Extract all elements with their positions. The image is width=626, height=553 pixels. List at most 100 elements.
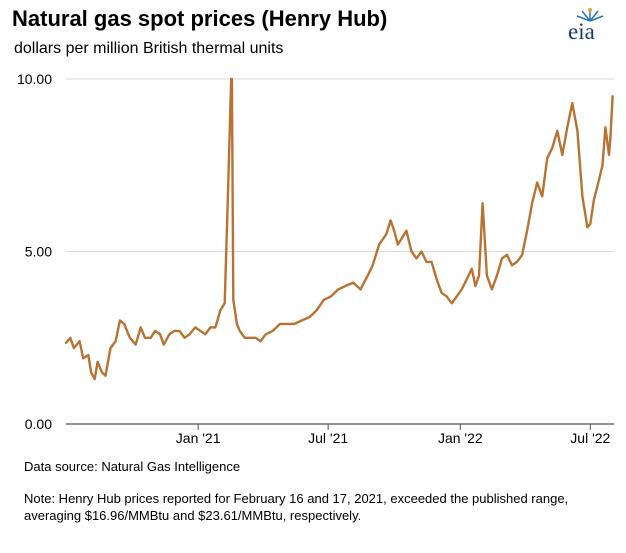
data-point <box>87 354 89 356</box>
data-point <box>109 347 112 349</box>
series-line <box>64 77 614 381</box>
eia-logo-text: eia <box>568 19 595 44</box>
data-point <box>405 230 407 232</box>
x-tick-label: Jan '21 <box>176 430 221 446</box>
data-point <box>420 250 423 253</box>
data-point <box>551 147 553 149</box>
data-point <box>456 295 458 297</box>
data-point <box>608 154 610 156</box>
y-tick-label: 10.00 <box>17 71 52 87</box>
data-point <box>79 340 81 342</box>
data-point <box>609 137 612 139</box>
data-point <box>255 337 257 339</box>
data-point <box>601 164 604 166</box>
data-point <box>219 309 221 311</box>
data-point <box>536 181 538 184</box>
data-point <box>250 337 252 339</box>
data-point <box>344 285 346 287</box>
data-point <box>436 278 438 280</box>
data-point <box>397 244 399 246</box>
data-point <box>69 337 71 339</box>
data-point <box>183 337 186 339</box>
data-point <box>586 226 589 228</box>
data-point <box>393 230 395 232</box>
data-point <box>390 219 392 221</box>
data-point <box>265 333 267 335</box>
data-point <box>506 254 508 256</box>
data-point <box>204 333 206 335</box>
data-point <box>260 340 262 342</box>
data-point <box>385 233 387 235</box>
data-point <box>159 333 161 335</box>
data-point <box>466 278 468 280</box>
data-point <box>431 261 433 263</box>
data-point <box>561 154 563 156</box>
data-point <box>461 288 463 290</box>
data-source: Data source: Natural Gas Intelligence <box>24 459 241 474</box>
data-point <box>571 102 573 104</box>
data-point <box>231 78 233 80</box>
x-axis: Jan '21 Jul '21 Jan '22 Jul '22 <box>66 423 614 446</box>
data-point <box>593 199 595 201</box>
chart-subtitle: dollars per million British thermal unit… <box>14 40 284 57</box>
data-point <box>101 371 103 373</box>
data-point <box>501 257 503 259</box>
data-point <box>323 299 325 301</box>
data-point <box>359 288 362 290</box>
data-point <box>516 261 518 263</box>
data-point <box>478 275 480 277</box>
data-point <box>65 342 67 344</box>
data-point <box>486 275 488 277</box>
eia-logo-arc-icon <box>576 8 604 22</box>
data-point <box>482 202 484 204</box>
data-point <box>378 244 380 246</box>
data-point <box>163 344 165 346</box>
data-point <box>73 347 75 349</box>
data-point <box>104 375 107 377</box>
data-point <box>546 157 548 159</box>
data-point <box>308 316 311 318</box>
data-point <box>188 333 191 335</box>
data-point <box>119 319 121 322</box>
data-point <box>144 337 146 339</box>
x-tick-label: Jul '21 <box>308 430 348 446</box>
data-point <box>232 299 234 301</box>
data-point <box>90 371 92 373</box>
data-point <box>286 323 288 325</box>
data-point <box>526 230 528 232</box>
data-point <box>129 337 131 339</box>
data-point <box>140 326 142 328</box>
data-point <box>301 319 303 322</box>
data-point <box>135 344 137 346</box>
data-point <box>576 130 579 132</box>
data-point <box>168 333 170 335</box>
data-point <box>239 330 241 332</box>
data-point <box>115 340 117 342</box>
data-point <box>82 357 84 359</box>
data-point <box>367 275 369 277</box>
data-point <box>178 330 181 332</box>
data-point <box>214 326 216 328</box>
data-point <box>556 130 558 132</box>
data-point <box>236 323 238 325</box>
series-layer <box>64 77 614 381</box>
data-point <box>415 257 418 259</box>
y-axis: 0.00 5.00 10.00 <box>17 71 614 432</box>
data-point <box>123 323 125 325</box>
data-point <box>451 302 453 304</box>
data-point <box>330 295 332 297</box>
y-tick-label: 0.00 <box>25 416 52 432</box>
data-point <box>471 268 473 270</box>
data-point <box>150 337 152 339</box>
data-point <box>194 326 196 328</box>
data-point <box>589 223 591 225</box>
data-point <box>491 288 493 290</box>
data-point <box>272 330 274 332</box>
data-point <box>372 264 374 266</box>
data-point <box>441 292 443 294</box>
data-point <box>154 330 156 332</box>
data-point <box>316 309 318 311</box>
data-point <box>521 254 523 256</box>
chart-title: Natural gas spot prices (Henry Hub) <box>12 6 388 31</box>
